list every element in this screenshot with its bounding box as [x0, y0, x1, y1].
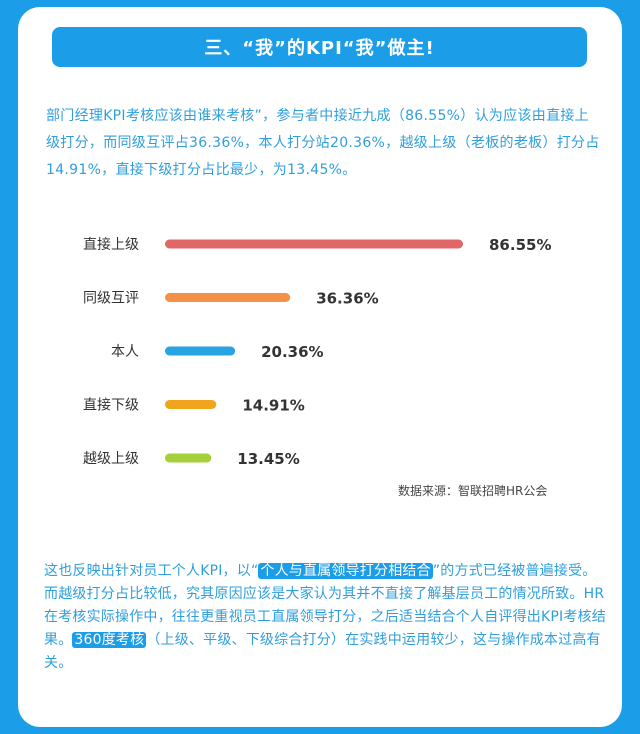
- intro-paragraph: 部门经理KPI考核应该由谁来考核”，参与者中接近九成（86.55%）认为应该由直…: [46, 108, 600, 178]
- bar-4: [165, 400, 217, 409]
- category-label-4: 直接下级: [83, 397, 139, 414]
- value-label-5: 13.45%: [237, 450, 299, 468]
- highlight-combined-scoring: 个人与直属领导打分相结合: [258, 563, 433, 579]
- conclusion-text-1: 这也反映出针对员工个人KPI，以“: [44, 563, 259, 579]
- category-label-1: 直接上级: [83, 236, 139, 253]
- conclusion-text-2: ”的方式已经被普遍接受。而越级打分占比较低，究其原因应该是大家认为其并不直接了解…: [44, 563, 606, 648]
- data-source: 数据来源：智联招聘HR公会: [398, 484, 548, 498]
- kpi-bar-chart: 直接上级 86.55% 同级互评 36.36% 本人 20.36% 直接下级 14.91% 越级…: [83, 236, 551, 468]
- category-label-3: 本人: [111, 344, 139, 360]
- bar-5: [165, 453, 212, 463]
- bar-1: [165, 239, 463, 249]
- section-banner: 三、“我”的KPI“我”做主!: [52, 27, 587, 67]
- banner-title: 三、“我”的KPI“我”做主!: [204, 38, 435, 59]
- conclusion-text-3: （上级、平级、下级综合打分）在实践中运用较少，这与操作成本过高有关。: [44, 632, 601, 671]
- bar-3: [165, 346, 236, 356]
- category-label-5: 越级上级: [83, 451, 139, 467]
- bar-2: [165, 293, 291, 302]
- value-label-3: 20.36%: [261, 343, 323, 361]
- category-label-2: 同级互评: [83, 291, 139, 307]
- value-label-4: 14.91%: [242, 397, 304, 415]
- content-card: 三、“我”的KPI“我”做主! 部门经理KPI考核应该由谁来考核”，参与者中接近…: [18, 7, 622, 727]
- conclusion-paragraph: 这也反映出针对员工个人KPI，以“ 个人与直属领导打分相结合 ”的方式已经被普遍接受…: [44, 560, 609, 675]
- value-label-2: 36.36%: [316, 290, 378, 308]
- value-label-1: 86.55%: [489, 236, 551, 254]
- highlight-360-review: 360度考核: [72, 632, 147, 648]
